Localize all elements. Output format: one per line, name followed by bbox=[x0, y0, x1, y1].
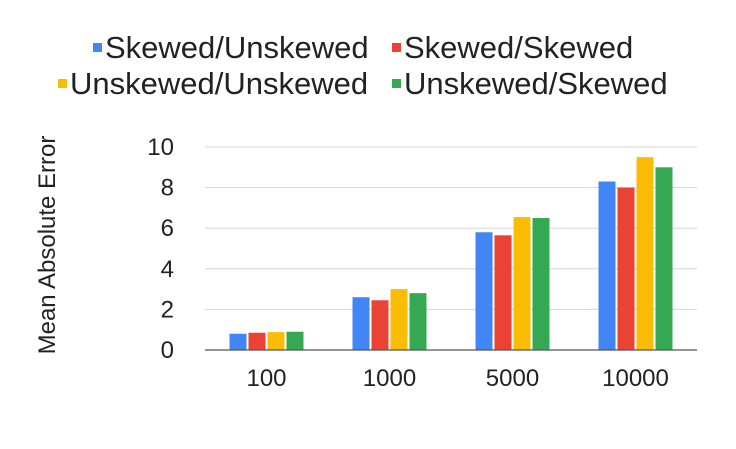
bars bbox=[229, 157, 673, 350]
bar bbox=[475, 232, 493, 350]
legend-swatch-unskewed-skewed bbox=[392, 79, 401, 88]
x-tick-label: 1000 bbox=[363, 365, 416, 392]
bar bbox=[229, 333, 247, 350]
legend-swatch-skewed-unskewed bbox=[93, 43, 102, 52]
bar bbox=[390, 289, 408, 350]
x-tick-labels: 100 1000 5000 10000 bbox=[246, 365, 668, 392]
y-tick-label: 4 bbox=[161, 256, 174, 283]
y-tick-label: 0 bbox=[161, 337, 174, 364]
bar bbox=[494, 235, 512, 350]
y-tick-label: 2 bbox=[161, 296, 174, 323]
y-tick-labels: 0 2 4 6 8 10 bbox=[147, 134, 174, 364]
bar bbox=[655, 167, 673, 350]
legend-label-skewed-skewed: Skewed/Skewed bbox=[404, 30, 633, 65]
legend-swatch-skewed-skewed bbox=[392, 43, 401, 52]
bar bbox=[636, 157, 654, 350]
y-tick-label: 6 bbox=[161, 215, 174, 242]
bar bbox=[286, 331, 304, 350]
bar bbox=[409, 293, 427, 350]
x-tick-label: 5000 bbox=[486, 365, 539, 392]
legend-label-skewed-unskewed: Skewed/Unskewed bbox=[105, 30, 369, 65]
y-tick-label: 10 bbox=[147, 134, 174, 161]
bar bbox=[513, 217, 531, 350]
legend-swatch-unskewed-unskewed bbox=[58, 79, 67, 88]
legend-label-unskewed-unskewed: Unskewed/Unskewed bbox=[70, 66, 368, 101]
bar bbox=[598, 181, 616, 350]
bar bbox=[352, 297, 370, 350]
y-axis-title: Mean Absolute Error bbox=[34, 136, 61, 355]
x-tick-label: 10000 bbox=[602, 365, 669, 392]
legend: Skewed/Unskewed Skewed/Skewed Unskewed/U… bbox=[58, 30, 668, 101]
bar bbox=[267, 332, 285, 350]
bar bbox=[617, 187, 635, 350]
legend-label-unskewed-skewed: Unskewed/Skewed bbox=[404, 66, 668, 101]
bar bbox=[532, 218, 550, 350]
y-tick-label: 8 bbox=[161, 175, 174, 202]
bar bbox=[371, 300, 389, 350]
bar bbox=[248, 332, 266, 350]
x-tick-label: 100 bbox=[246, 365, 286, 392]
